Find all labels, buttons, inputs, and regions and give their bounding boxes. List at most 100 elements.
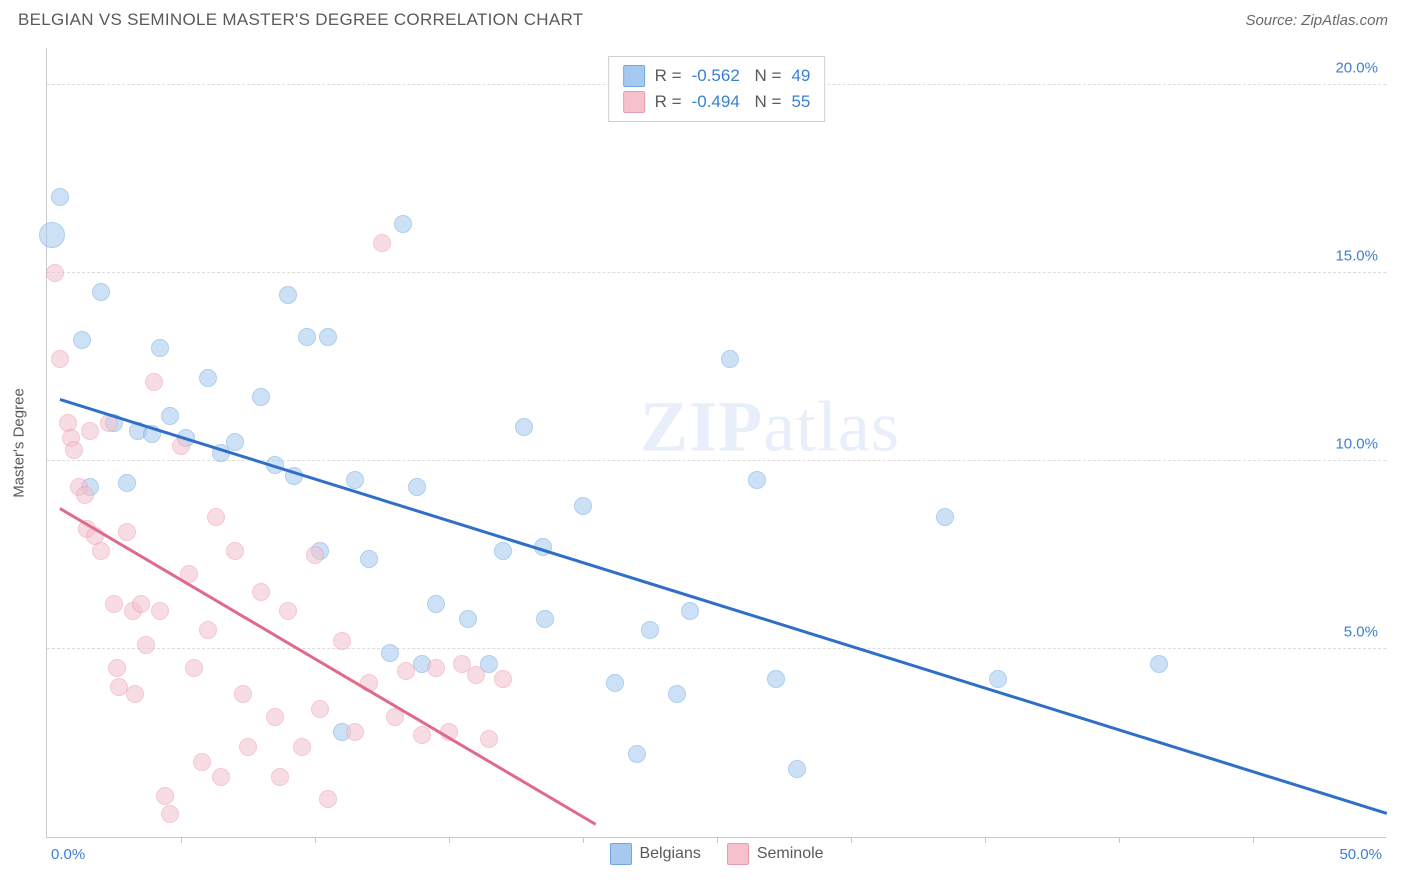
data-point	[234, 685, 252, 703]
x-tick	[181, 837, 182, 843]
data-point	[279, 602, 297, 620]
series-swatch-belgians	[623, 65, 645, 87]
y-tick-label: 20.0%	[1335, 59, 1378, 76]
y-tick-label: 15.0%	[1335, 247, 1378, 264]
data-point	[226, 433, 244, 451]
stat-label-r: R =	[655, 92, 682, 112]
y-tick-label: 10.0%	[1335, 435, 1378, 452]
data-point	[239, 738, 257, 756]
data-point	[207, 508, 225, 526]
data-point	[199, 369, 217, 387]
data-point	[989, 670, 1007, 688]
x-tick	[717, 837, 718, 843]
stat-label-n: N =	[750, 66, 782, 86]
data-point	[641, 621, 659, 639]
data-point	[319, 790, 337, 808]
data-point	[459, 610, 477, 628]
data-point	[226, 542, 244, 560]
data-point	[199, 621, 217, 639]
x-tick	[1119, 837, 1120, 843]
data-point	[346, 723, 364, 741]
data-point	[748, 471, 766, 489]
data-point	[360, 550, 378, 568]
source-attribution: Source: ZipAtlas.com	[1245, 12, 1388, 29]
data-point	[293, 738, 311, 756]
stat-n-value: 49	[791, 66, 810, 86]
x-axis-max-label: 50.0%	[1339, 846, 1382, 863]
watermark-part2: atlas	[763, 386, 900, 466]
watermark-part1: ZIP	[640, 386, 763, 466]
data-point	[73, 331, 91, 349]
data-point	[427, 595, 445, 613]
data-point	[306, 546, 324, 564]
data-point	[413, 726, 431, 744]
gridline	[47, 648, 1386, 649]
data-point	[788, 760, 806, 778]
chart-title: BELGIAN VS SEMINOLE MASTER'S DEGREE CORR…	[18, 10, 583, 30]
data-point	[118, 474, 136, 492]
stat-r-value: -0.562	[692, 66, 740, 86]
legend-label: Seminole	[757, 845, 824, 863]
stats-row: R = -0.562 N = 49	[623, 63, 811, 89]
data-point	[427, 659, 445, 677]
stats-row: R = -0.494 N = 55	[623, 89, 811, 115]
data-point	[606, 674, 624, 692]
data-point	[346, 471, 364, 489]
header: BELGIAN VS SEMINOLE MASTER'S DEGREE CORR…	[0, 0, 1406, 38]
data-point	[298, 328, 316, 346]
data-point	[51, 188, 69, 206]
data-point	[118, 523, 136, 541]
data-point	[161, 407, 179, 425]
data-point	[494, 542, 512, 560]
x-tick	[851, 837, 852, 843]
legend: Belgians Seminole	[609, 843, 823, 865]
gridline	[47, 460, 1386, 461]
x-tick	[583, 837, 584, 843]
data-point	[266, 708, 284, 726]
data-point	[721, 350, 739, 368]
stat-label-n: N =	[750, 92, 782, 112]
x-axis-min-label: 0.0%	[51, 846, 85, 863]
data-point	[65, 441, 83, 459]
stat-n-value: 55	[791, 92, 810, 112]
watermark: ZIPatlas	[640, 385, 900, 468]
data-point	[681, 602, 699, 620]
legend-item-seminole: Seminole	[727, 843, 824, 865]
data-point	[381, 644, 399, 662]
data-point	[161, 805, 179, 823]
x-tick	[449, 837, 450, 843]
legend-swatch-belgians	[609, 843, 631, 865]
data-point	[408, 478, 426, 496]
stat-label-r: R =	[655, 66, 682, 86]
data-point	[126, 685, 144, 703]
data-point	[212, 768, 230, 786]
data-point	[536, 610, 554, 628]
data-point	[39, 222, 65, 248]
data-point	[252, 388, 270, 406]
data-point	[373, 234, 391, 252]
data-point	[574, 497, 592, 515]
data-point	[92, 542, 110, 560]
data-point	[137, 636, 155, 654]
legend-item-belgians: Belgians	[609, 843, 700, 865]
data-point	[279, 286, 297, 304]
data-point	[92, 283, 110, 301]
y-axis-title: Master's Degree	[11, 388, 28, 498]
data-point	[105, 595, 123, 613]
data-point	[81, 422, 99, 440]
data-point	[51, 350, 69, 368]
data-point	[480, 730, 498, 748]
data-point	[494, 670, 512, 688]
data-point	[132, 595, 150, 613]
data-point	[185, 659, 203, 677]
data-point	[936, 508, 954, 526]
data-point	[108, 659, 126, 677]
data-point	[397, 662, 415, 680]
data-point	[1150, 655, 1168, 673]
data-point	[46, 264, 64, 282]
data-point	[151, 602, 169, 620]
data-point	[333, 632, 351, 650]
data-point	[156, 787, 174, 805]
data-point	[76, 486, 94, 504]
data-point	[151, 339, 169, 357]
